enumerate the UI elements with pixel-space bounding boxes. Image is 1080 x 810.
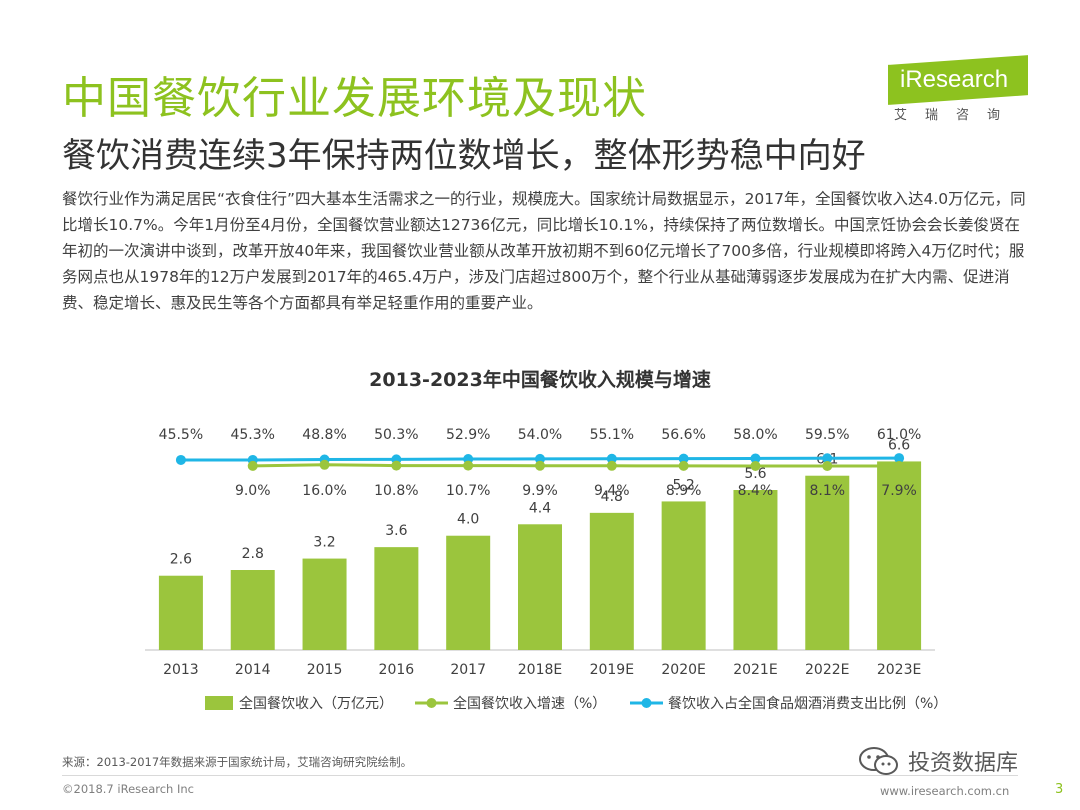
bar-2016 — [374, 547, 419, 650]
share-label: 58.0% — [733, 427, 777, 443]
page-subtitle: 餐饮消费连续3年保持两位数增长，整体形势稳中向好 — [62, 136, 866, 176]
growth-label: 16.0% — [302, 483, 346, 499]
growth-point — [319, 459, 330, 470]
share-label: 61.0% — [877, 427, 921, 443]
growth-point — [606, 460, 617, 471]
share-label: 55.1% — [590, 427, 634, 443]
x-tick-label: 2023E — [877, 662, 921, 678]
bar-2019E — [589, 512, 634, 650]
share-label: 45.3% — [230, 427, 274, 443]
x-tick-label: 2019E — [590, 662, 634, 678]
bar-value-label: 5.6 — [744, 466, 766, 482]
x-tick-label: 2020E — [661, 662, 705, 678]
bar-value-label: 2.8 — [242, 546, 264, 562]
growth-label: 10.8% — [374, 483, 418, 499]
logo-chinese: 艾瑞咨询 — [894, 108, 1019, 123]
share-label: 59.5% — [805, 427, 849, 443]
legend-growth-marker — [426, 698, 437, 708]
growth-label: 8.9% — [666, 483, 702, 499]
share-label: 56.6% — [661, 427, 705, 443]
growth-label: 9.0% — [235, 483, 271, 499]
share-point — [894, 453, 905, 464]
page-title: 中国餐饮行业发展环境及现状 — [62, 73, 647, 124]
iresearch-logo: iResearch 艾瑞咨询 — [888, 55, 1028, 124]
share-label: 54.0% — [518, 427, 562, 443]
share-label: 48.8% — [302, 427, 346, 443]
x-tick-label: 2014 — [235, 662, 271, 678]
bar-2022E — [805, 475, 850, 650]
growth-point — [391, 460, 402, 471]
footer-divider — [62, 775, 1018, 776]
intro-paragraph: 餐饮行业作为满足居民“衣食住行”四大基本生活需求之一的行业，规模庞大。国家统计局… — [62, 190, 1026, 312]
source-note: 来源：2013-2017年数据来源于国家统计局，艾瑞咨询研究院绘制。 — [62, 755, 413, 769]
legend-bar-swatch — [205, 696, 233, 710]
growth-point — [535, 460, 545, 471]
bar-value-label: 2.6 — [170, 552, 192, 568]
x-tick-label: 2021E — [733, 662, 777, 678]
legend-share-label: 餐饮收入占全国食品烟酒消费支出比例（%） — [668, 695, 947, 712]
growth-point — [750, 460, 761, 471]
share-point — [175, 454, 186, 465]
legend-share-marker — [641, 698, 652, 708]
share-point — [606, 453, 617, 464]
bar-value-label: 5.2 — [673, 477, 695, 493]
growth-label: 9.4% — [594, 483, 630, 499]
x-tick-label: 2013 — [163, 662, 199, 678]
share-label: 50.3% — [374, 427, 418, 443]
legend-bar-label: 全国餐饮收入（万亿元） — [239, 695, 393, 712]
growth-line — [252, 463, 900, 468]
copyright: ©2018.7 iResearch Inc — [62, 782, 194, 796]
bar-2014 — [230, 570, 275, 650]
x-tick-label: 2017 — [450, 662, 486, 678]
share-point — [822, 453, 833, 464]
growth-label: 9.9% — [522, 483, 558, 499]
growth-point — [463, 460, 474, 471]
page-number: 3 — [1055, 782, 1064, 797]
bar-value-label: 3.2 — [313, 535, 335, 551]
wechat-icon — [859, 747, 898, 775]
share-point — [750, 453, 761, 464]
growth-label: 7.9% — [881, 483, 917, 499]
watermark: 投资数据库 — [858, 746, 1018, 776]
bar-2013 — [158, 575, 203, 650]
growth-label: 8.4% — [738, 483, 774, 499]
bar-value-label: 4.8 — [601, 489, 623, 505]
share-point — [678, 453, 689, 464]
x-tick-label: 2016 — [379, 662, 415, 678]
share-label: 45.5% — [159, 427, 203, 443]
bar-2015 — [302, 558, 347, 650]
growth-point — [894, 461, 905, 472]
bar-value-label: 4.0 — [457, 512, 479, 528]
bar-value-label: 3.6 — [385, 523, 407, 539]
bar-2021E — [733, 490, 778, 650]
growth-point — [822, 460, 833, 471]
logo-text: iResearch — [900, 66, 1009, 93]
legend-growth-label: 全国餐饮收入增速（%） — [453, 695, 606, 712]
share-label: 52.9% — [446, 427, 490, 443]
revenue-chart: 2013-2023年中国餐饮收入规模与增速 2.6 2013 2.8 2014 3.2 20… — [145, 368, 947, 712]
x-tick-label: 2018E — [518, 662, 562, 678]
chart-title: 2013-2023年中国餐饮收入规模与增速 — [369, 368, 711, 391]
x-tick-label: 2015 — [307, 662, 343, 678]
bar-2020E — [661, 501, 706, 650]
bar-value-label: 4.4 — [529, 500, 551, 516]
x-tick-label: 2022E — [805, 662, 849, 678]
growth-label: 8.1% — [809, 483, 845, 499]
website-link[interactable]: www.iresearch.com.cn — [880, 784, 1010, 798]
bar-value-label: 6.6 — [888, 437, 910, 453]
watermark-text: 投资数据库 — [908, 751, 1019, 776]
growth-label: 10.7% — [446, 483, 490, 499]
bar-2023E — [877, 461, 922, 650]
growth-point — [247, 460, 258, 471]
bar-2018E — [518, 524, 562, 650]
growth-point — [678, 460, 689, 471]
bar-2017 — [446, 535, 491, 650]
